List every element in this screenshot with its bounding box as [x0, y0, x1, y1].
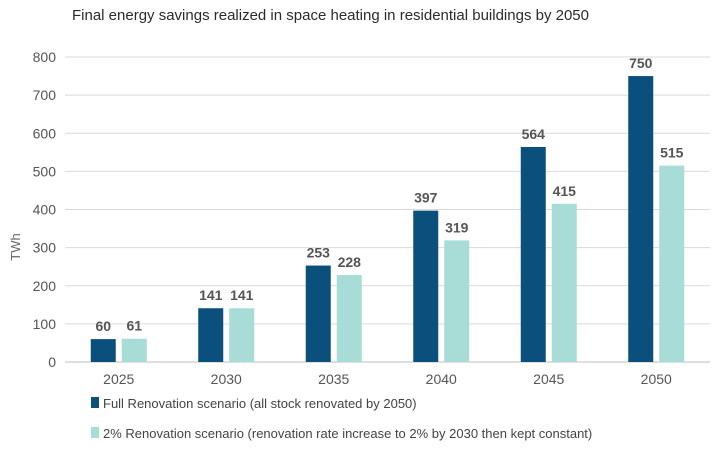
x-tick-label: 2025	[103, 371, 134, 387]
bar-series-1-2030	[198, 308, 224, 362]
data-label-series-2: 515	[660, 145, 684, 161]
y-tick-label: 200	[33, 278, 57, 294]
bar-series-2-2035	[336, 275, 362, 362]
data-label-series-2: 61	[126, 318, 142, 334]
bar-series-2-2050	[659, 165, 685, 362]
x-tick-label: 2050	[641, 371, 672, 387]
x-axis-ticks: 2025 2030 2035 2040 2045 2050	[103, 371, 672, 387]
data-label-series-1: 60	[95, 318, 111, 334]
y-tick-label: 300	[33, 240, 57, 256]
bar-series-2-2045	[551, 203, 577, 362]
gridlines	[65, 56, 710, 363]
data-label-series-2: 228	[338, 254, 362, 270]
bar-series-2-2025	[121, 338, 147, 362]
bar-series-1-2050	[628, 76, 654, 362]
bars	[90, 76, 685, 362]
y-tick-label: 0	[48, 354, 56, 370]
data-label-series-1: 564	[522, 126, 546, 142]
y-tick-label: 800	[33, 49, 57, 65]
y-tick-label: 400	[33, 202, 57, 218]
bar-series-2-2040	[444, 240, 470, 362]
x-tick-label: 2040	[426, 371, 457, 387]
x-tick-label: 2045	[533, 371, 564, 387]
y-tick-label: 600	[33, 125, 57, 141]
legend-label-series-1: Full Renovation scenario (all stock reno…	[103, 396, 417, 411]
y-tick-label: 700	[33, 87, 57, 103]
bar-series-2-2030	[229, 308, 255, 362]
data-label-series-2: 415	[553, 183, 577, 199]
data-label-series-1: 141	[199, 287, 223, 303]
legend-swatch-series-2	[91, 427, 99, 438]
bar-series-1-2035	[305, 265, 331, 362]
bar-series-1-2045	[520, 146, 546, 362]
bar-series-1-2040	[413, 210, 439, 362]
bar-series-1-2025	[90, 339, 116, 362]
legend-label-series-2: 2% Renovation scenario (renovation rate …	[103, 426, 592, 441]
x-tick-label: 2030	[211, 371, 242, 387]
data-label-series-2: 319	[445, 219, 469, 235]
data-labels: 60 61 141 141 253 228 397 319 564 415 750 515	[95, 55, 683, 334]
x-tick-label: 2035	[318, 371, 349, 387]
y-tick-label: 100	[33, 316, 57, 332]
y-axis-ticks: 0 100 200 300 400 500 600 700 800	[33, 49, 57, 370]
data-label-series-1: 253	[307, 245, 331, 261]
data-label-series-2: 141	[230, 287, 254, 303]
data-label-series-1: 750	[629, 55, 653, 71]
legend-swatch-series-1	[91, 397, 99, 408]
y-tick-label: 500	[33, 163, 57, 179]
y-axis-label: TWh	[8, 233, 23, 260]
chart-title: Final energy savings realized in space h…	[72, 7, 589, 24]
data-label-series-1: 397	[414, 190, 438, 206]
legend: Full Renovation scenario (all stock reno…	[91, 396, 592, 441]
